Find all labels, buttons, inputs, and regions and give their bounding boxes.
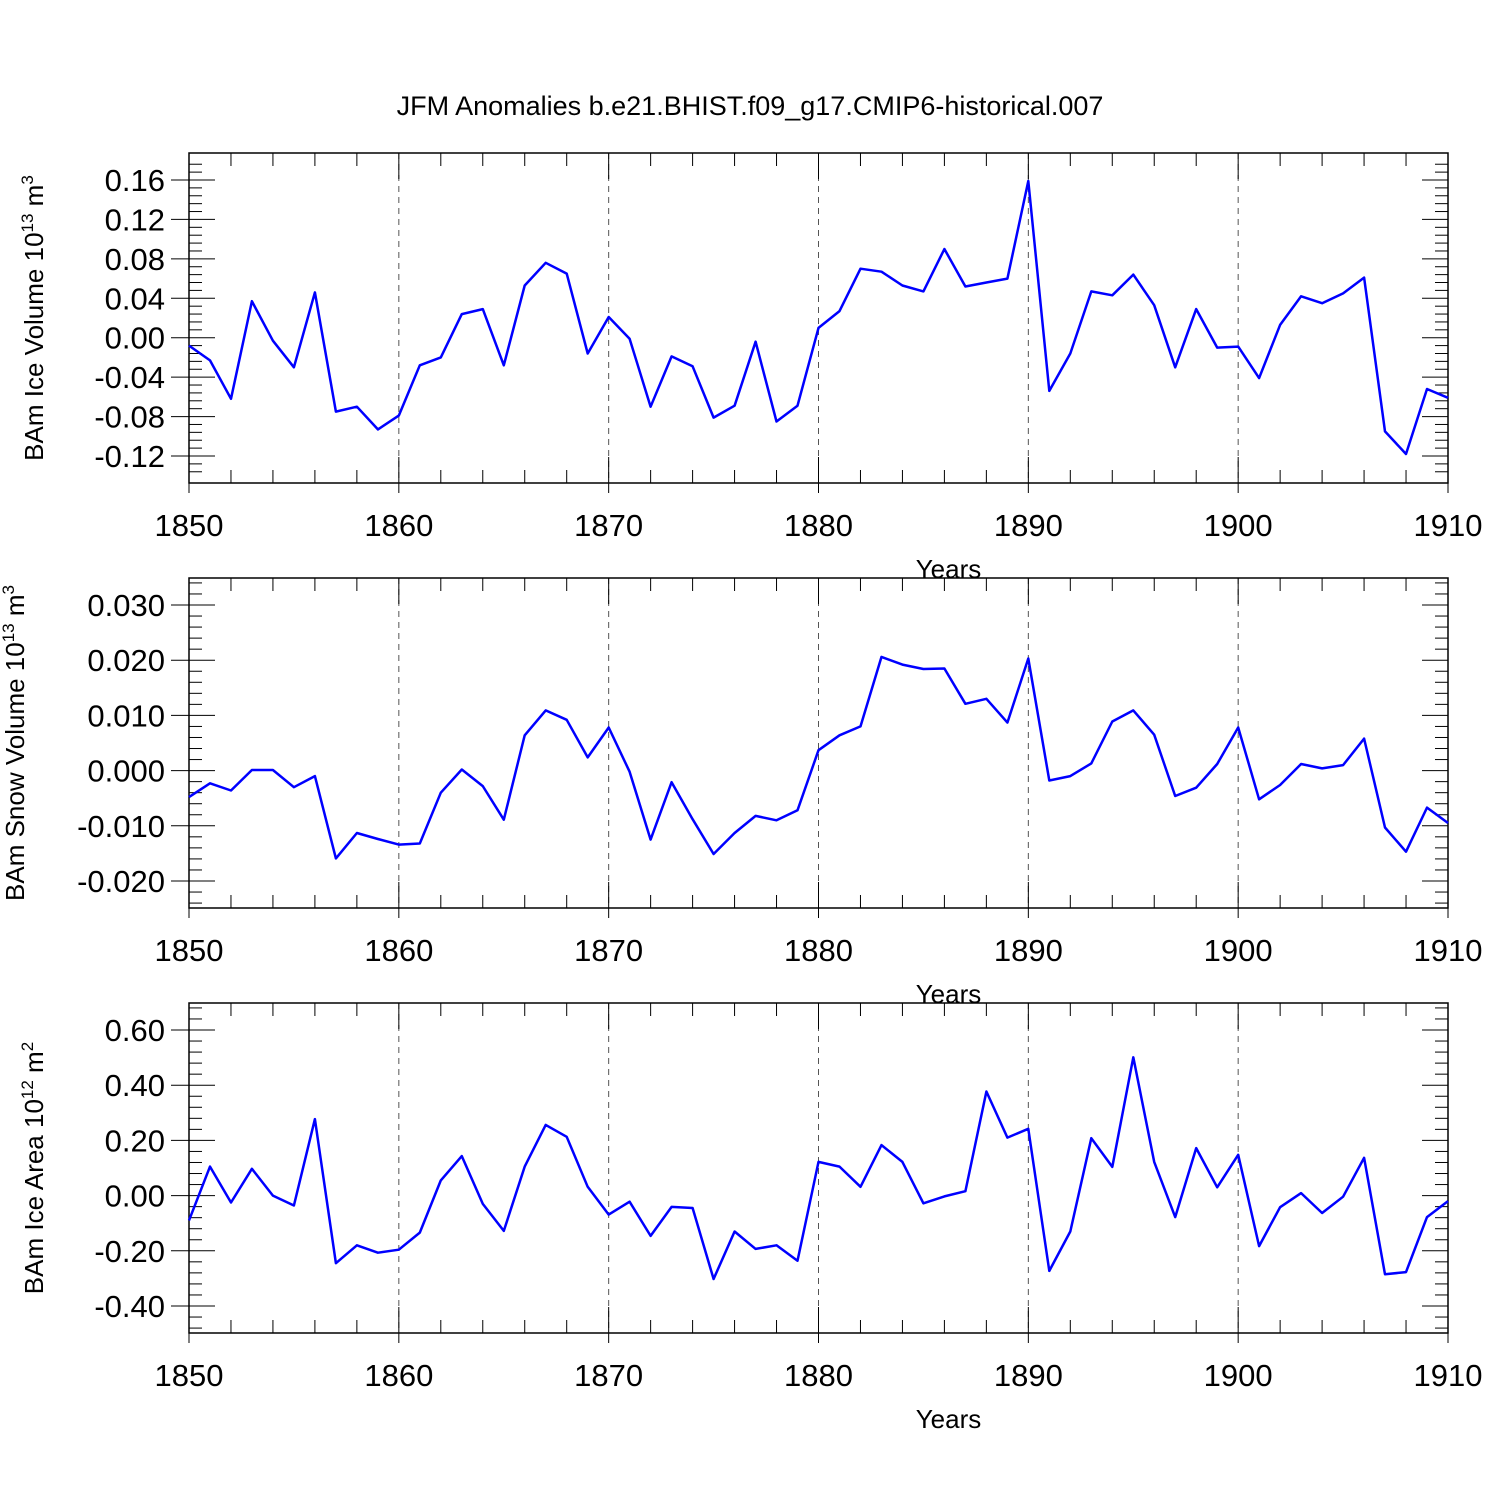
y-tick-label: 0.08 bbox=[105, 242, 165, 277]
y-tick-label: 0.000 bbox=[87, 754, 165, 789]
y-tick-label: -0.12 bbox=[94, 439, 165, 474]
x-tick-label: 1870 bbox=[574, 508, 643, 543]
x-tick-label: 1890 bbox=[994, 1358, 1063, 1393]
x-tick-label: 1910 bbox=[1414, 933, 1483, 968]
x-tick-label: 1870 bbox=[574, 933, 643, 968]
y-tick-label: -0.40 bbox=[94, 1289, 165, 1324]
panel-2: 1850 1860 1870 1880 1890 1900 1910 Years -0.020 -… bbox=[0, 577, 1483, 1009]
y-tick-label: 0.010 bbox=[87, 698, 165, 733]
y-axis-label: BAm Ice Volume 1013 m3 bbox=[18, 175, 49, 461]
y-tick-label: -0.08 bbox=[94, 400, 165, 435]
panel-3: 1850 1860 1870 1880 1890 1900 1910 Years -0.40 -0… bbox=[18, 1002, 1483, 1434]
x-axis-label: Years bbox=[916, 554, 982, 584]
y-tick-label: 0.20 bbox=[105, 1123, 165, 1158]
x-tick-label: 1910 bbox=[1414, 508, 1483, 543]
x-tick-label: 1880 bbox=[784, 508, 853, 543]
x-tick-label: 1890 bbox=[994, 508, 1063, 543]
y-axis-label: BAm Ice Area 1012 m2 bbox=[18, 1042, 49, 1294]
y-tick-label: -0.20 bbox=[94, 1234, 165, 1269]
chart-panels: 1850 1860 1870 1880 1890 1900 1910 Years -0.12 -0… bbox=[0, 152, 1483, 1434]
y-tick-label: 0.00 bbox=[105, 1179, 165, 1214]
x-tick-label: 1900 bbox=[1204, 933, 1273, 968]
x-tick-label: 1860 bbox=[364, 508, 433, 543]
y-tick-label: 0.16 bbox=[105, 163, 165, 198]
x-tick-label: 1900 bbox=[1204, 1358, 1273, 1393]
x-tick-label: 1900 bbox=[1204, 508, 1273, 543]
x-axis-label: Years bbox=[916, 979, 982, 1009]
x-tick-label: 1860 bbox=[364, 1358, 433, 1393]
y-tick-label: 0.020 bbox=[87, 643, 165, 678]
x-tick-label: 1850 bbox=[155, 508, 224, 543]
x-tick-label: 1850 bbox=[155, 933, 224, 968]
y-tick-label: -0.010 bbox=[77, 809, 165, 844]
x-tick-label: 1860 bbox=[364, 933, 433, 968]
y-tick-label: 0.030 bbox=[87, 588, 165, 623]
figure-title: JFM Anomalies b.e21.BHIST.f09_g17.CMIP6-… bbox=[397, 91, 1104, 121]
x-axis-label: Years bbox=[916, 1404, 982, 1434]
series-line bbox=[187, 1056, 1449, 1281]
y-tick-label: 0.12 bbox=[105, 202, 165, 237]
y-tick-label: 0.60 bbox=[105, 1013, 165, 1048]
y-tick-label: -0.020 bbox=[77, 864, 165, 899]
series-line bbox=[188, 655, 1449, 860]
x-tick-label: 1910 bbox=[1414, 1358, 1483, 1393]
x-tick-label: 1890 bbox=[994, 933, 1063, 968]
y-axis-label: BAm Snow Volume 1013 m3 bbox=[0, 585, 30, 901]
y-tick-label: 0.40 bbox=[105, 1068, 165, 1103]
y-tick-label: 0.04 bbox=[105, 281, 165, 316]
y-tick-label: 0.00 bbox=[105, 321, 165, 356]
x-tick-label: 1880 bbox=[784, 1358, 853, 1393]
y-tick-label: -0.04 bbox=[94, 360, 165, 395]
series-line bbox=[188, 179, 1449, 456]
x-tick-label: 1870 bbox=[574, 1358, 643, 1393]
x-tick-label: 1880 bbox=[784, 933, 853, 968]
panel-1: 1850 1860 1870 1880 1890 1900 1910 Years -0.12 -0… bbox=[18, 152, 1483, 584]
x-tick-label: 1850 bbox=[155, 1358, 224, 1393]
